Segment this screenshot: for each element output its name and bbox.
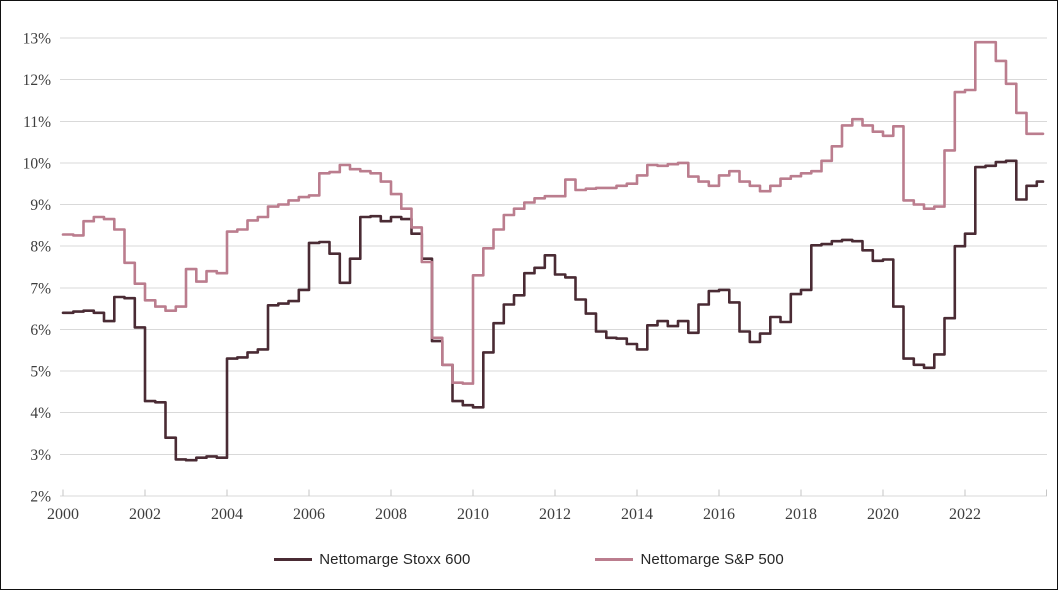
x-tick-label: 2018 [785,506,817,523]
x-tick-label: 2022 [949,506,981,523]
legend-label-stoxx-600: Nettomarge Stoxx 600 [319,551,471,568]
x-tick-label: 2020 [867,506,899,523]
y-tick-label: 3% [30,447,51,464]
x-axis [60,489,1047,497]
y-tick-label: 9% [30,197,51,214]
x-tick-label: 2014 [621,506,653,523]
y-tick-label: 6% [30,322,51,339]
series-line-nettomarge-stoxx-600 [61,159,1045,462]
y-tick-label: 8% [30,239,51,256]
legend-item-nettomarge-sp-500: Nettomarge S&P 500 [595,551,784,568]
y-tick-label: 2% [30,489,51,506]
y-tick-label: 4% [30,405,51,422]
net-margin-line-chart: 13% 12% 11% 10% 9% 8% 7% 6% 5% 4% 3% 2%2000 2002 2004… [23,31,1047,523]
x-tick-label: 2016 [703,506,735,523]
legend-label-sp-500: Nettomarge S&P 500 [640,551,784,568]
x-tick-label: 2002 [129,506,161,523]
chart-legend: Nettomarge Stoxx 600 Nettomarge S&P 500 [1,551,1057,568]
legend-line-swatch-stoxx-600 [274,557,313,562]
x-tick-label: 2006 [293,506,325,523]
x-tick-label: 2010 [457,506,489,523]
y-tick-label: 5% [30,364,51,381]
legend-item-nettomarge-stoxx-600: Nettomarge Stoxx 600 [274,551,470,568]
x-tick-label: 2008 [375,506,407,523]
y-gridlines [60,37,1047,455]
series-lines [61,40,1045,462]
y-tick-label: 10% [23,155,52,172]
y-tick-label: 11% [23,114,51,131]
x-tick-label: 2012 [539,506,571,523]
x-tick-label: 2004 [211,506,243,523]
y-axis-labels: 13% 12% 11% 10% 9% 8% 7% 6% 5% 4% 3% 2% [23,31,52,506]
y-tick-label: 7% [30,280,51,297]
x-axis-labels: 2000 2002 2004 2006 2008 2010 2012 2014 2016 2018… [47,506,981,523]
x-tick-label: 2000 [47,506,79,523]
y-tick-label: 13% [23,31,52,48]
y-tick-label: 12% [23,72,52,89]
series-line-nettomarge-sp-500 [61,40,1045,385]
legend-line-swatch-sp-500 [595,557,634,562]
